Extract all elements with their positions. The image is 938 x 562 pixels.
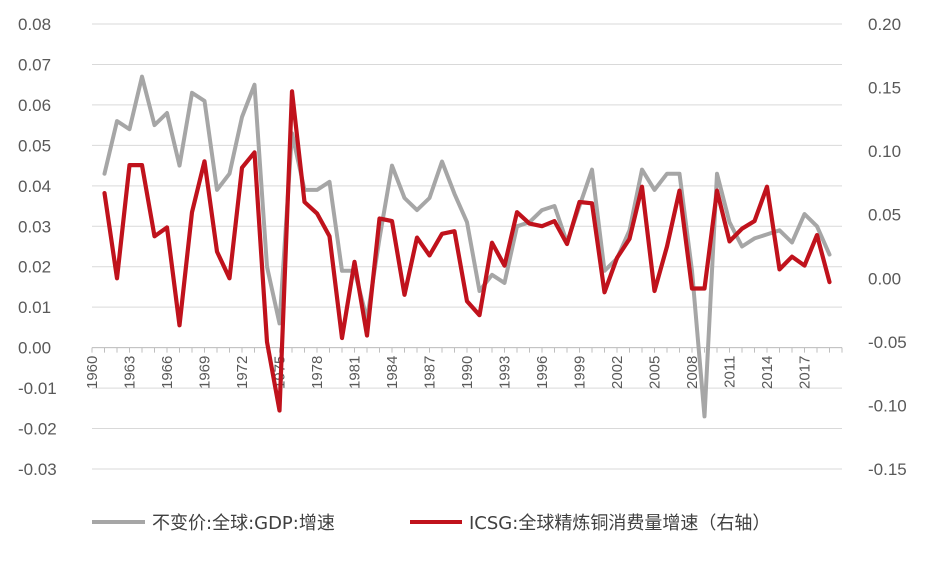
left-axis-ticks: 0.08 0.07 0.06 0.05 0.04 0.03 0.02 0.01 0.00 -0.0… [18, 15, 57, 479]
left-axis-tick-label: 0.07 [18, 55, 51, 74]
left-axis-tick-label: 0.06 [18, 96, 51, 115]
series [102, 74, 832, 419]
x-axis-tick-label: 1963 [122, 356, 139, 389]
gridlines [92, 23, 842, 470]
series-line-gdp [102, 74, 832, 419]
right-axis-tick-label: 0.15 [868, 79, 901, 98]
x-axis-tick-label: 1972 [234, 356, 251, 389]
series-line-copper [102, 89, 832, 413]
left-axis-tick-label: 0.04 [18, 177, 51, 196]
left-axis-tick-label: 0.01 [18, 298, 51, 317]
x-axis-tick-label: 2002 [609, 356, 626, 389]
right-axis-tick-label: -0.05 [868, 333, 907, 352]
x-axis-tick-label: 1996 [534, 356, 551, 389]
right-axis-tick-label: -0.10 [868, 396, 907, 415]
x-axis-tick-label: 1966 [159, 356, 176, 389]
left-axis-tick-label: 0.02 [18, 258, 51, 277]
x-axis-tick-label: 2011 [722, 356, 739, 388]
right-axis-tick-label: 0.05 [868, 206, 901, 225]
x-axis-tick-label: 1993 [497, 356, 514, 389]
x-axis-tick-label: 2005 [647, 356, 664, 389]
right-axis-ticks: 0.20 0.15 0.10 0.05 0.00 -0.05 -0.10 -0.15 [868, 15, 907, 479]
left-axis-tick-label: -0.02 [18, 420, 57, 439]
left-axis-tick-label: -0.03 [18, 460, 57, 479]
legend-label-gdp: 不变价:全球:GDP:增速 [152, 513, 335, 534]
x-axis-tick-label: 1987 [422, 356, 439, 389]
legend: 不变价:全球:GDP:增速 ICSG:全球精炼铜消费量增速（右轴） [92, 513, 770, 534]
left-axis-tick-label: 0.05 [18, 136, 51, 155]
right-axis-tick-label: 0.00 [868, 269, 901, 288]
left-axis-tick-label: 0.08 [18, 15, 51, 34]
x-axis-tick-label: 1990 [459, 356, 476, 389]
x-axis-tick-label: 2014 [759, 356, 776, 389]
x-axis-tick-label: 1999 [572, 356, 589, 389]
x-axis-tick-label: 1969 [197, 356, 214, 389]
x-axis-ticks: 1960 1963 1966 1969 1972 1975 1978 1981 1984 1987… [84, 356, 814, 389]
x-axis-tick-label: 2008 [684, 356, 701, 389]
x-axis-tick-label: 1981 [347, 356, 364, 389]
left-axis-tick-label: -0.01 [18, 379, 57, 398]
x-axis-tick-label: 2017 [797, 356, 814, 389]
axes [91, 347, 843, 353]
x-axis-tick-label: 1960 [84, 356, 101, 389]
left-axis-tick-label: 0.00 [18, 339, 51, 358]
x-axis-tick-label: 1984 [384, 356, 401, 389]
right-axis-tick-label: -0.15 [868, 460, 907, 479]
right-axis-tick-label: 0.10 [868, 142, 901, 161]
right-axis-tick-label: 0.20 [868, 15, 901, 34]
x-axis-tick-label: 1978 [309, 356, 326, 389]
legend-label-copper: ICSG:全球精炼铜消费量增速（右轴） [469, 513, 770, 534]
left-axis-tick-label: 0.03 [18, 217, 51, 236]
